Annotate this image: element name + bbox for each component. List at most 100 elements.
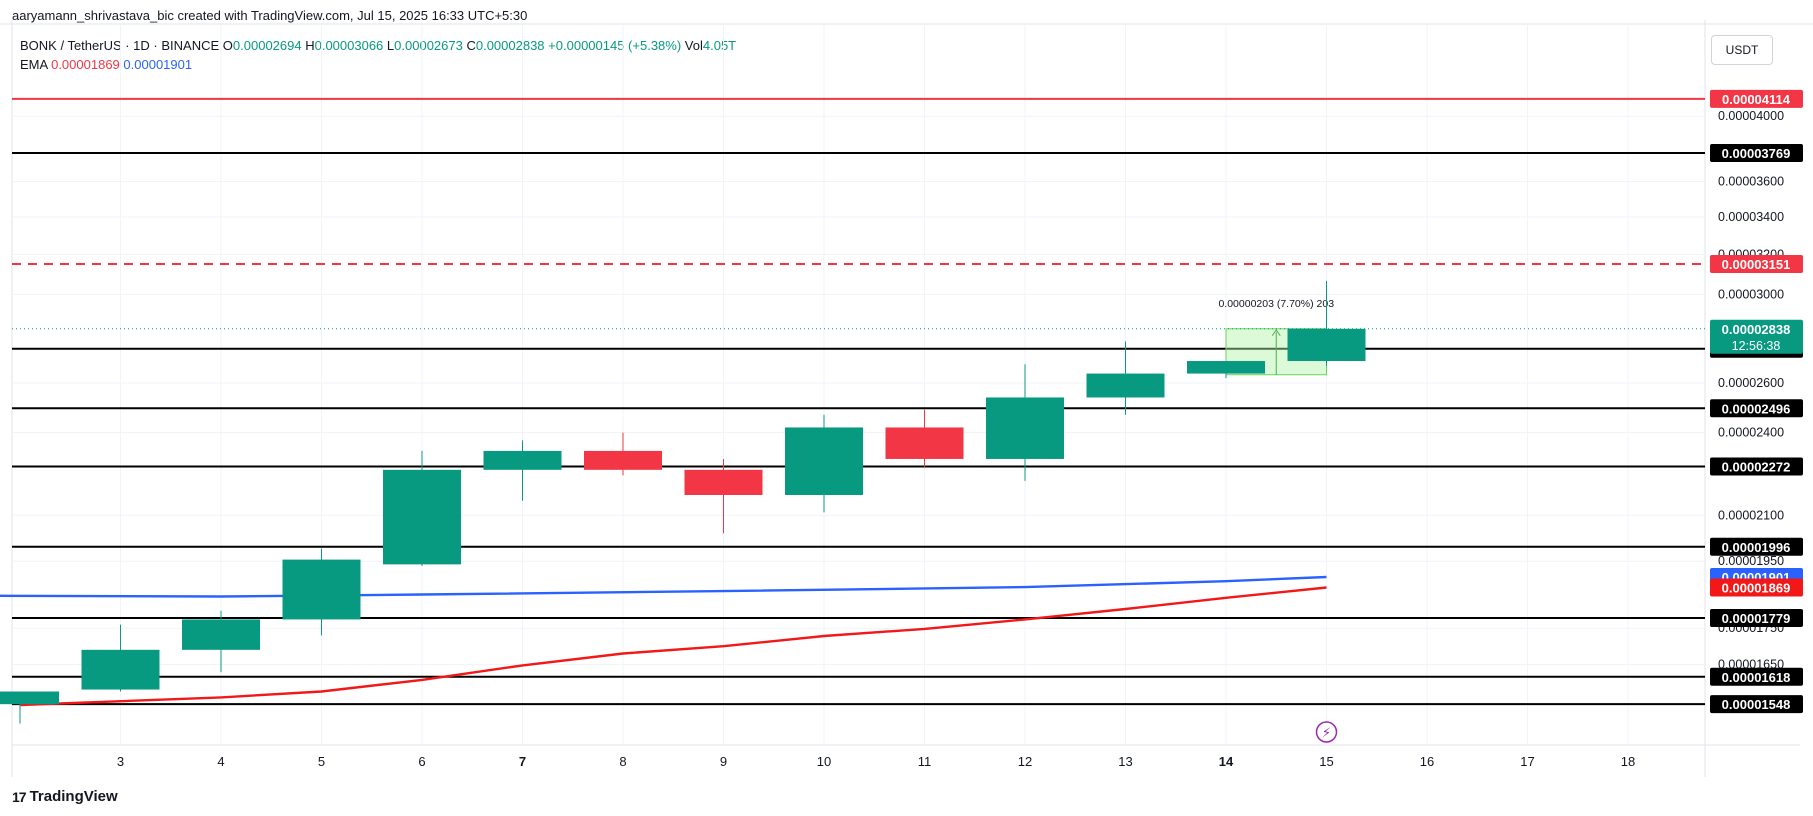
x-tick-label: 17	[1520, 754, 1534, 769]
candle	[1287, 280, 1366, 366]
close-label: C	[466, 38, 476, 53]
horizontal-levels	[12, 97, 1705, 706]
level-tag-bg	[1710, 457, 1803, 476]
x-tick-label: 12	[1018, 754, 1032, 769]
high-label: H	[305, 38, 315, 53]
level-tag-bg	[1710, 254, 1803, 273]
high-value: 0.00003066	[314, 38, 384, 53]
candle	[81, 624, 160, 692]
candle-body	[584, 450, 662, 470]
candle	[1086, 341, 1165, 415]
x-tick-label: 15	[1319, 754, 1333, 769]
candle-body	[1086, 373, 1165, 398]
level-tag: 0.00002272	[1710, 457, 1803, 476]
candle-body	[986, 397, 1064, 459]
candle-body	[1287, 328, 1366, 362]
y-tick-label: 0.00001950	[1718, 554, 1784, 568]
x-tick-label: 11	[918, 754, 932, 769]
y-tick-label: 0.00002600	[1718, 376, 1784, 390]
candle	[684, 458, 763, 534]
ema-tag-bg	[1710, 578, 1803, 597]
ema-tag: 0.00001869	[1710, 578, 1803, 597]
y-tick-label: 0.00004000	[1718, 109, 1784, 123]
level-tag-label: 0.00003151	[1722, 257, 1791, 272]
x-tick-label: 8	[619, 754, 626, 769]
ema-red-line	[19, 586, 1327, 707]
y-tick-label: 0.00003000	[1718, 287, 1784, 301]
ema-lines	[0, 575, 1327, 707]
level-tag: 0.00001996	[1710, 537, 1803, 556]
ema-blue-value: 0.00001901	[123, 57, 193, 72]
level-tag-bg	[1710, 609, 1803, 628]
candle	[0, 691, 59, 724]
projection-arrow-head	[1271, 328, 1281, 337]
y-tick-label: 0.00002100	[1718, 508, 1784, 522]
level-tag-label: 0.00003769	[1722, 146, 1791, 161]
close-value: 0.00002838	[475, 38, 545, 53]
candle	[584, 432, 662, 476]
event-marker-circle	[1315, 721, 1338, 743]
candle-body	[282, 559, 361, 620]
currency-button[interactable]: USDT	[1711, 35, 1773, 65]
level-tag-bg	[1710, 667, 1803, 686]
candle-body	[483, 450, 562, 470]
chart-attribution: aaryamann_shrivastava_bic created with T…	[12, 8, 528, 23]
last-price-tag-bg	[1710, 319, 1803, 354]
symbol-name[interactable]: BONK / TetherUS · 1D · BINANCE	[20, 38, 220, 53]
volume-value: 4.05T	[702, 38, 737, 53]
last-price-label: 0.00002838	[1722, 322, 1791, 337]
time-axis[interactable]: 3 4 5 6 7 8 9 10 11 12 13 14 15 16 17 18	[117, 754, 1635, 769]
y-tick-label: 0.00003600	[1718, 174, 1784, 188]
level-tag-label: 0.00002496	[1722, 401, 1791, 416]
level-tag: 0.00003151	[1710, 254, 1803, 273]
x-tick-label: 6	[418, 754, 425, 769]
level-tag: 0.00001779	[1710, 609, 1803, 628]
grid-lines	[0, 20, 1813, 777]
level-tag-label: 0.00004114	[1722, 92, 1791, 107]
x-tick-label: 5	[318, 754, 325, 769]
x-tick-label: 14	[1219, 754, 1234, 769]
event-marker[interactable]: ⚡	[1315, 721, 1338, 743]
level-tag-label: 0.00002272	[1722, 460, 1791, 475]
open-label: O	[222, 38, 233, 53]
x-tick-label: 18	[1621, 754, 1635, 769]
candle	[182, 610, 260, 673]
level-tag-label: 0.00001779	[1722, 611, 1791, 626]
price-tags: 0.000041140.000037690.000031510.00002748…	[1710, 89, 1803, 714]
projection-label: 0.00000203 (7.70%) 203	[1218, 298, 1334, 310]
candle	[383, 450, 461, 566]
volume-label: Vol	[684, 38, 703, 53]
candle-body	[684, 469, 763, 495]
ema-label[interactable]: EMA	[20, 57, 48, 72]
ema-tag-label: 0.00001869	[1722, 580, 1791, 595]
candle	[986, 364, 1064, 481]
x-tick-label: 13	[1118, 754, 1132, 769]
ema-red-value: 0.00001869	[51, 57, 120, 72]
x-tick-label: 9	[720, 754, 727, 769]
candle	[483, 440, 562, 501]
y-tick-label: 0.00003400	[1718, 210, 1784, 224]
low-label: L	[386, 38, 395, 53]
level-tag: 0.00004114	[1710, 89, 1803, 108]
level-tag-label: 0.00001548	[1722, 697, 1791, 712]
last-price-tag: 0.00002838 12:56:38	[1710, 319, 1803, 354]
candle	[785, 414, 863, 513]
level-tag: 0.00001618	[1710, 667, 1803, 686]
tradingview-logo-icon: 17	[12, 788, 27, 805]
level-tag-bg	[1710, 89, 1803, 108]
level-tag: 0.00001548	[1710, 695, 1803, 714]
candle	[885, 409, 964, 468]
level-tag: 0.00002496	[1710, 399, 1803, 418]
candles	[0, 280, 1366, 724]
lightning-icon: ⚡	[1322, 725, 1331, 740]
y-tick-label: 0.00002400	[1718, 426, 1784, 440]
countdown-label: 12:56:38	[1732, 339, 1781, 353]
symbol-legend: BONK / TetherUS · 1D · BINANCE O0.000026…	[20, 38, 736, 53]
candle	[1187, 361, 1265, 379]
tradingview-logo-text: TradingView	[29, 788, 118, 805]
level-tag-bg	[1710, 695, 1803, 714]
tradingview-logo[interactable]: 17 TradingView	[12, 788, 118, 805]
level-tag-bg	[1710, 144, 1803, 163]
x-tick-label: 7	[519, 754, 526, 769]
